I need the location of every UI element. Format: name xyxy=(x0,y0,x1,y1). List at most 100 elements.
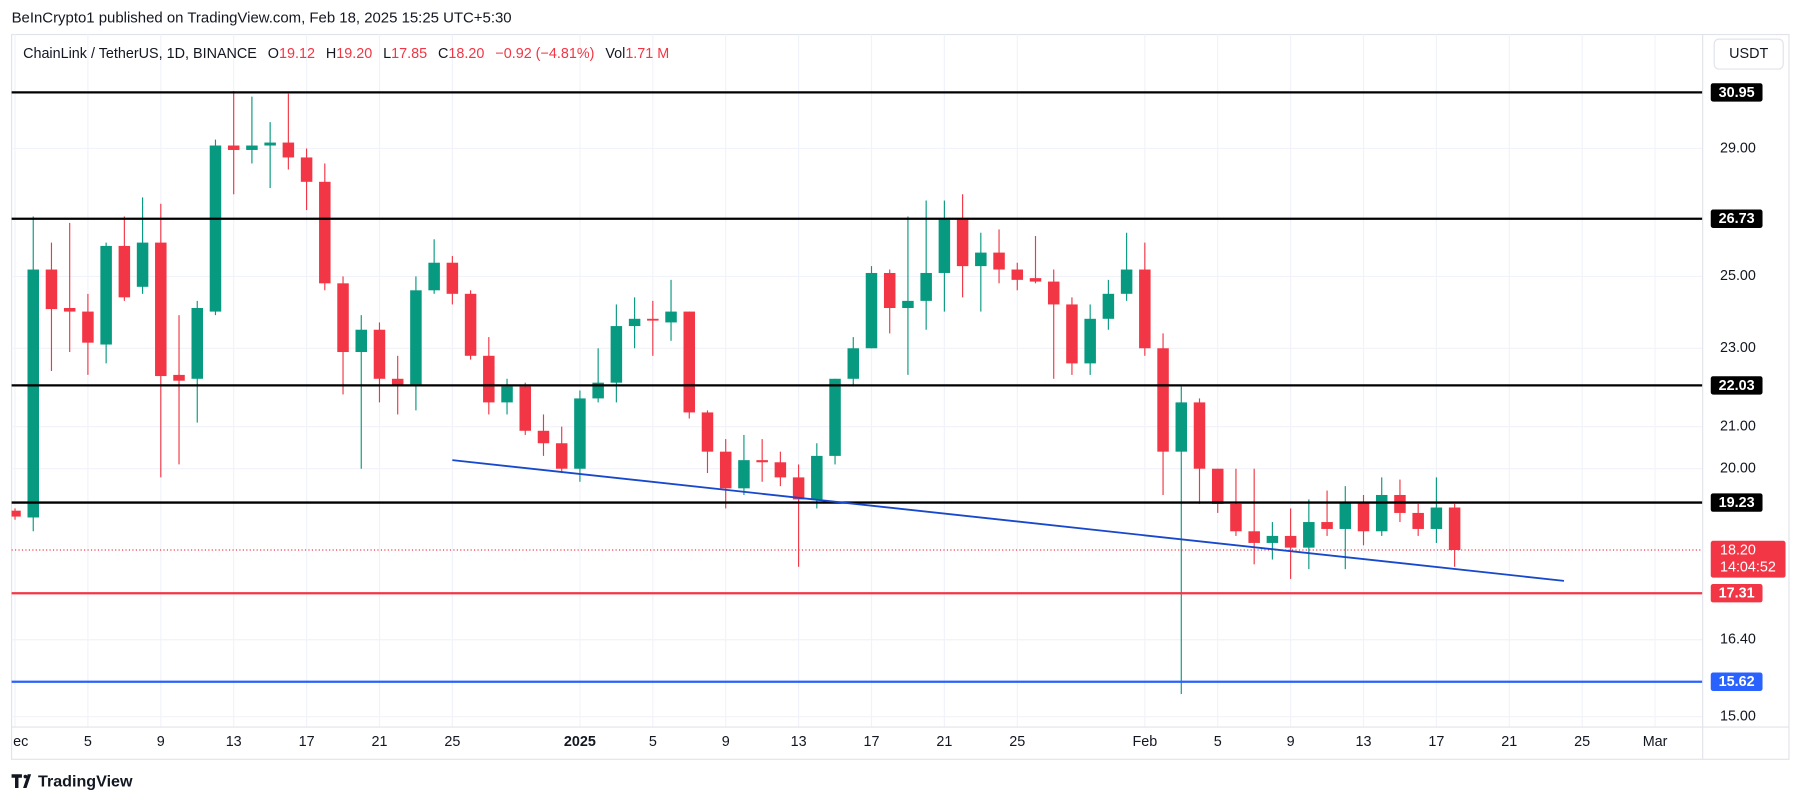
candle-body xyxy=(227,145,240,150)
candle-body xyxy=(246,145,258,150)
trendline xyxy=(452,459,1565,582)
countdown: 14:04:52 xyxy=(1720,560,1776,576)
candle-body xyxy=(1284,535,1297,548)
ohlc-value: 17.85 xyxy=(391,46,427,62)
x-tick-label: 21 xyxy=(1501,734,1517,750)
candle-body xyxy=(592,382,604,399)
x-tick-label: 9 xyxy=(1287,734,1295,750)
x-tick-label: ec xyxy=(13,734,28,750)
x-tick-label: 21 xyxy=(936,734,952,750)
chart-frame xyxy=(10,33,1790,760)
candle-body xyxy=(647,318,659,321)
ohlc-label: L xyxy=(383,46,391,62)
candle-body xyxy=(701,412,714,452)
symbol: ChainLink / TetherUS, 1D, BINANCE xyxy=(23,46,257,62)
x-tick-label: Feb xyxy=(1132,734,1157,750)
candle-body xyxy=(45,269,58,310)
candle-body xyxy=(1029,278,1042,282)
candle-body xyxy=(574,398,586,469)
candle-body xyxy=(1047,281,1060,305)
candle-body xyxy=(11,510,21,517)
candle-body xyxy=(209,145,222,312)
candle-body xyxy=(628,318,641,327)
candle-body xyxy=(1102,293,1115,319)
candle-body xyxy=(1412,512,1424,529)
footer-brand: TradingView xyxy=(38,773,133,791)
candle-body xyxy=(173,374,185,381)
candle-body xyxy=(993,252,1005,270)
ohlc-value: 19.12 xyxy=(279,46,315,62)
volume-value: 1.71 M xyxy=(625,46,669,62)
level-label: 15.62 xyxy=(1719,674,1755,690)
candle-body xyxy=(1193,402,1206,469)
x-tick-label: 25 xyxy=(1009,734,1025,750)
candle-body xyxy=(27,269,39,518)
candle-body xyxy=(1339,502,1352,529)
candle-body xyxy=(774,462,787,478)
candle-body xyxy=(956,219,969,267)
x-tick-label: 2025 xyxy=(564,734,596,750)
ohlc-value: 18.20 xyxy=(448,46,484,62)
candle-body xyxy=(555,443,568,469)
x-tick-label: 9 xyxy=(157,734,165,750)
candle-body xyxy=(464,293,477,356)
candle-body xyxy=(519,386,532,431)
plot-area xyxy=(11,91,1703,694)
candle-body xyxy=(1321,522,1333,529)
x-tick-label: 5 xyxy=(1214,734,1222,750)
candle-body xyxy=(410,290,422,385)
candle-body xyxy=(792,477,805,500)
candle-body xyxy=(483,355,495,403)
level-label-box xyxy=(1710,584,1763,603)
candle-body xyxy=(1303,522,1315,548)
candle-body xyxy=(373,329,386,379)
candle-body xyxy=(264,142,276,146)
level-label-box xyxy=(1710,209,1763,228)
x-tick-label: 17 xyxy=(863,734,879,750)
ohlc-label: H xyxy=(326,46,336,62)
candle-body xyxy=(155,242,167,377)
x-tick-label: 17 xyxy=(299,734,315,750)
x-tick-label: 25 xyxy=(444,734,460,750)
candle-body xyxy=(1084,318,1096,364)
candle-body xyxy=(1011,269,1024,280)
level-label-box xyxy=(1710,672,1763,691)
level-label-box xyxy=(1710,376,1763,395)
candle-body xyxy=(865,272,878,349)
x-tick-label: Mar xyxy=(1643,734,1668,750)
axes: 15.00 16.40 20.00 21.00 23.00 25.00 29.00 ec 5 9 1… xyxy=(11,34,1789,760)
grid xyxy=(11,34,1703,728)
candle-body xyxy=(1211,468,1224,504)
level-label: 19.23 xyxy=(1719,495,1755,511)
candle-body xyxy=(82,311,94,343)
tv-logo xyxy=(11,774,32,789)
candle-body xyxy=(191,308,203,379)
candle-body xyxy=(829,378,841,456)
candle-body xyxy=(1430,507,1443,529)
x-tick-label: 13 xyxy=(791,734,807,750)
candle-body xyxy=(501,386,513,403)
publisher-line: BeInCrypto1 published on TradingView.com… xyxy=(12,9,512,26)
candle-body xyxy=(118,245,131,298)
level-label-box xyxy=(1710,493,1763,512)
candle-body xyxy=(847,348,860,379)
candle-body xyxy=(300,157,313,182)
candle-body xyxy=(391,378,404,385)
last-price-label: 18.20 xyxy=(1720,542,1756,558)
candle-body xyxy=(665,311,677,323)
candle-body xyxy=(1248,531,1260,543)
y-tick-label: 16.40 xyxy=(1720,632,1756,648)
ohlc-label: C xyxy=(438,46,448,62)
x-tick-label: 17 xyxy=(1428,734,1444,750)
candle-body xyxy=(719,451,732,489)
currency-button[interactable] xyxy=(1713,38,1784,70)
candle-body xyxy=(1357,501,1370,532)
candle-body xyxy=(428,262,440,291)
candle-body xyxy=(883,272,896,309)
y-tick-label: 23.00 xyxy=(1720,340,1756,356)
currency[interactable]: USDT xyxy=(1729,46,1768,62)
candle-body xyxy=(1230,503,1242,532)
y-tick-label: 15.00 xyxy=(1720,708,1756,724)
